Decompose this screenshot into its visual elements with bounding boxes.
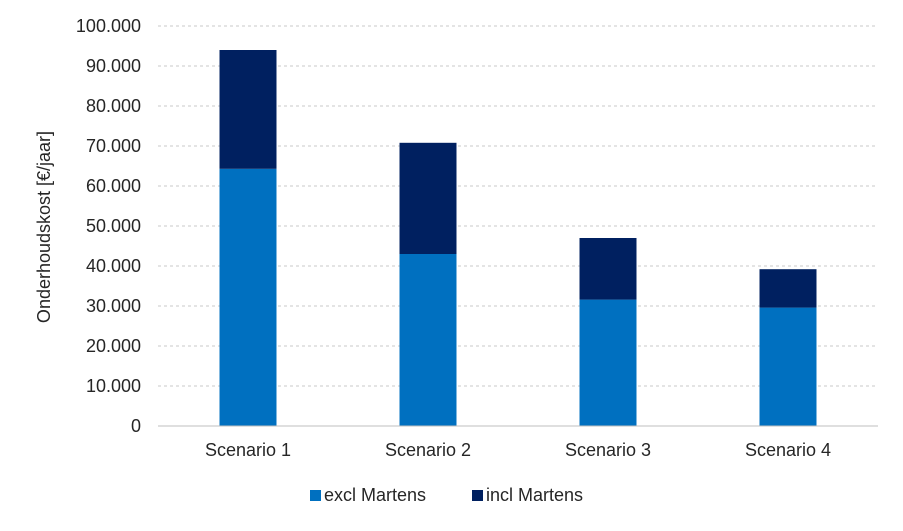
y-tick-label: 40.000 xyxy=(86,256,141,276)
x-tick-label: Scenario 3 xyxy=(565,440,651,460)
bar-incl-martens xyxy=(219,50,277,169)
x-tick-label: Scenario 4 xyxy=(745,440,831,460)
bar-incl-martens xyxy=(399,142,457,254)
y-axis-label: Onderhoudskost [€/jaar] xyxy=(34,131,54,323)
bar-incl-martens xyxy=(579,238,637,300)
legend-swatch xyxy=(310,490,321,501)
bar-incl-martens xyxy=(759,269,817,308)
y-tick-label: 70.000 xyxy=(86,136,141,156)
x-axis-ticks: Scenario 1 Scenario 2 Scenario 3 Scenario 4 xyxy=(158,425,878,460)
y-tick-label: 20.000 xyxy=(86,336,141,356)
y-tick-label: 50.000 xyxy=(86,216,141,236)
x-tick-label: Scenario 2 xyxy=(385,440,471,460)
legend-label: incl Martens xyxy=(486,485,583,505)
bar-excl-martens xyxy=(579,299,637,426)
y-axis-ticks: 0 10.000 20.000 30.000 40.000 50.000 60.000 70.… xyxy=(76,16,141,436)
bar-excl-martens xyxy=(759,307,817,426)
legend-swatch xyxy=(472,490,483,501)
y-tick-label: 60.000 xyxy=(86,176,141,196)
legend: excl Martens incl Martens xyxy=(310,485,583,505)
x-tick-label: Scenario 1 xyxy=(205,440,291,460)
gridlines xyxy=(158,25,878,387)
y-tick-label: 90.000 xyxy=(86,56,141,76)
bar-excl-martens xyxy=(399,254,457,426)
bars xyxy=(219,50,817,427)
y-tick-label: 100.000 xyxy=(76,16,141,36)
y-tick-label: 10.000 xyxy=(86,376,141,396)
legend-label: excl Martens xyxy=(324,485,426,505)
y-tick-label: 0 xyxy=(131,416,141,436)
y-tick-label: 30.000 xyxy=(86,296,141,316)
bar-excl-martens xyxy=(219,168,277,427)
y-tick-label: 80.000 xyxy=(86,96,141,116)
